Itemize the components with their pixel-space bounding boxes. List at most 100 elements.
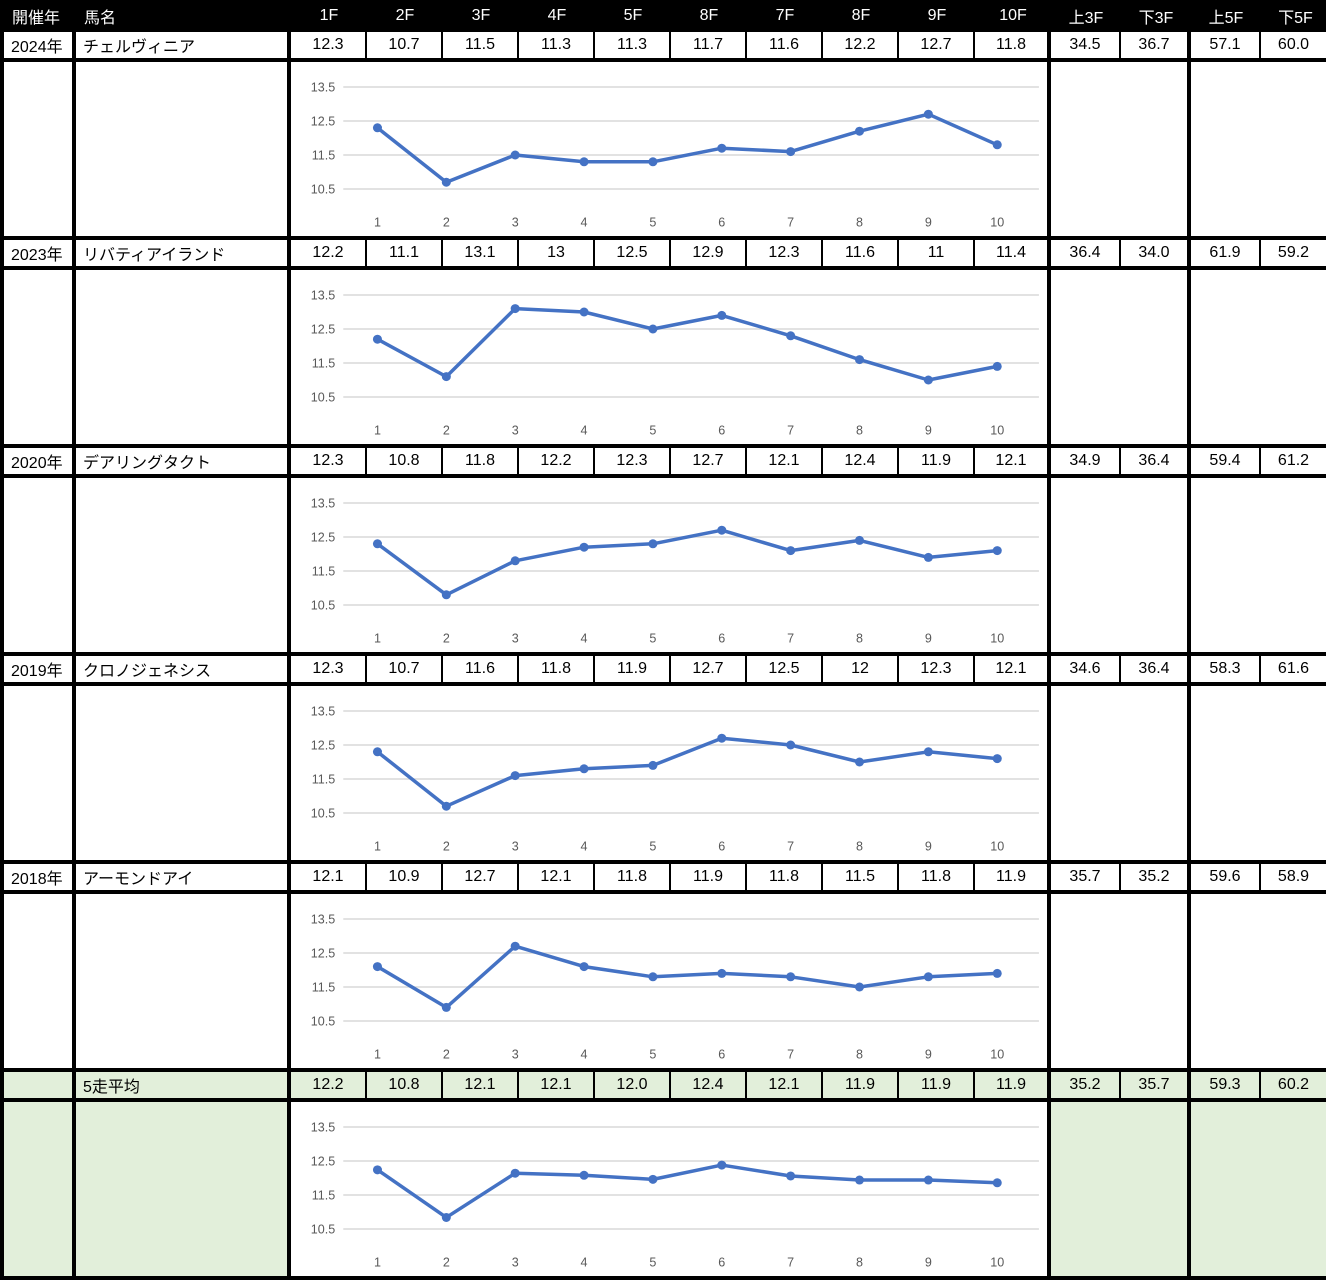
svg-text:12.5: 12.5 bbox=[311, 947, 335, 961]
lap-cell: 12.1 bbox=[747, 448, 823, 474]
svg-text:7: 7 bbox=[787, 632, 794, 646]
svg-text:12.5: 12.5 bbox=[311, 739, 335, 753]
svg-text:5: 5 bbox=[649, 840, 656, 854]
chart-container: 13.5 12.5 11.5 10.5 1 2 3 4 5 6 7 8 9 10 bbox=[291, 686, 1051, 860]
column-header: 1F bbox=[319, 7, 339, 24]
chart-row: 13.5 12.5 11.5 10.5 1 2 3 4 5 6 7 8 9 10 bbox=[4, 894, 1326, 1072]
svg-text:9: 9 bbox=[925, 1048, 932, 1062]
chart-row-year-spacer bbox=[4, 478, 76, 652]
svg-text:4: 4 bbox=[581, 1048, 588, 1062]
lap-cell: 12.2 bbox=[823, 32, 899, 58]
table-row-average: 5走平均 12.2 10.8 12.1 12.1 12.0 12.4 12.1 11.9 11.9… bbox=[4, 1072, 1326, 1102]
svg-text:2: 2 bbox=[443, 1256, 450, 1270]
table-row: 2024年 チェルヴィニア 12.3 10.7 11.5 11.3 11.3 11.7 11.6… bbox=[4, 32, 1326, 62]
lap-cell: 11.4 bbox=[975, 240, 1051, 266]
svg-text:8: 8 bbox=[856, 424, 863, 438]
svg-text:10.5: 10.5 bbox=[311, 599, 335, 613]
lap-cell: 12.2 bbox=[291, 1072, 367, 1098]
lap-cell: 11.9 bbox=[595, 656, 671, 682]
chart-row: 13.5 12.5 11.5 10.5 1 2 3 4 5 6 7 8 9 10 bbox=[4, 478, 1326, 656]
column-header: 3F bbox=[471, 7, 491, 24]
svg-text:8: 8 bbox=[856, 840, 863, 854]
lap-cell: 11.1 bbox=[367, 240, 443, 266]
lap-cell: 11.8 bbox=[519, 656, 595, 682]
lap-cell: 12.1 bbox=[291, 864, 367, 890]
svg-text:8: 8 bbox=[856, 632, 863, 646]
lap-cell: 11.6 bbox=[823, 240, 899, 266]
year-cell: 2019年 bbox=[4, 656, 76, 682]
summary-cell: 34.6 bbox=[1051, 656, 1121, 682]
svg-text:11.5: 11.5 bbox=[312, 1189, 336, 1203]
svg-text:2: 2 bbox=[443, 216, 450, 230]
column-header: 5F bbox=[623, 7, 643, 24]
svg-text:10: 10 bbox=[990, 424, 1004, 438]
lap-time-chart: 13.5 12.5 11.5 10.5 1 2 3 4 5 6 7 8 9 10 bbox=[311, 913, 1039, 1062]
lap-time-chart: 13.5 12.5 11.5 10.5 1 2 3 4 5 6 7 8 9 10 bbox=[311, 289, 1039, 438]
lap-time-chart: 13.5 12.5 11.5 10.5 1 2 3 4 5 6 7 8 9 10 bbox=[311, 1121, 1039, 1270]
svg-text:9: 9 bbox=[925, 840, 932, 854]
svg-text:2: 2 bbox=[443, 424, 450, 438]
column-header: 馬名 bbox=[84, 10, 117, 27]
column-header: 2F bbox=[395, 7, 415, 24]
chart-container: 13.5 12.5 11.5 10.5 1 2 3 4 5 6 7 8 9 10 bbox=[291, 62, 1051, 236]
summary-cell: 59.2 bbox=[1261, 240, 1326, 266]
summary-cell: 59.3 bbox=[1191, 1072, 1261, 1098]
lap-time-chart: 13.5 12.5 11.5 10.5 1 2 3 4 5 6 7 8 9 10 bbox=[311, 497, 1039, 646]
svg-text:13.5: 13.5 bbox=[311, 81, 335, 95]
year-cell: 2024年 bbox=[4, 32, 76, 58]
horse-name-cell: クロノジェネシス bbox=[76, 656, 291, 682]
chart-row-year-spacer bbox=[4, 894, 76, 1068]
lap-cell: 10.9 bbox=[367, 864, 443, 890]
lap-cell: 12.3 bbox=[747, 240, 823, 266]
chart-row-3f-spacer bbox=[1051, 894, 1191, 1068]
svg-text:1: 1 bbox=[374, 1048, 381, 1062]
lap-cell: 11.9 bbox=[671, 864, 747, 890]
svg-text:10: 10 bbox=[990, 1256, 1004, 1270]
chart-row-name-spacer bbox=[76, 686, 291, 860]
chart-container: 13.5 12.5 11.5 10.5 1 2 3 4 5 6 7 8 9 10 bbox=[291, 270, 1051, 444]
chart-row-year-spacer bbox=[4, 270, 76, 444]
svg-text:8: 8 bbox=[856, 1048, 863, 1062]
lap-cell: 12.4 bbox=[823, 448, 899, 474]
svg-text:2: 2 bbox=[443, 632, 450, 646]
chart-row-year-spacer bbox=[4, 686, 76, 860]
summary-cell: 35.7 bbox=[1051, 864, 1121, 890]
chart-row-5f-spacer bbox=[1191, 1102, 1326, 1276]
svg-text:11.5: 11.5 bbox=[312, 565, 336, 579]
table-body: 2024年 チェルヴィニア 12.3 10.7 11.5 11.3 11.3 11.7 11.6… bbox=[4, 32, 1326, 1280]
lap-cell: 10.8 bbox=[367, 1072, 443, 1098]
column-header: 8F bbox=[851, 7, 871, 24]
summary-cell: 34.0 bbox=[1121, 240, 1191, 266]
svg-text:9: 9 bbox=[925, 1256, 932, 1270]
year-cell: 2020年 bbox=[4, 448, 76, 474]
summary-cell: 57.1 bbox=[1191, 32, 1261, 58]
lap-cell: 11.9 bbox=[975, 864, 1051, 890]
svg-text:5: 5 bbox=[649, 424, 656, 438]
summary-cell: 58.3 bbox=[1191, 656, 1261, 682]
svg-text:12.5: 12.5 bbox=[311, 115, 335, 129]
horse-name-cell: リバティアイランド bbox=[76, 240, 291, 266]
svg-text:5: 5 bbox=[649, 1256, 656, 1270]
summary-cell: 36.4 bbox=[1121, 448, 1191, 474]
svg-text:2: 2 bbox=[443, 840, 450, 854]
summary-cell: 61.6 bbox=[1261, 656, 1326, 682]
chart-row-name-spacer bbox=[76, 62, 291, 236]
svg-text:1: 1 bbox=[374, 216, 381, 230]
svg-text:10.5: 10.5 bbox=[311, 391, 335, 405]
lap-cell: 12.1 bbox=[519, 1072, 595, 1098]
svg-text:6: 6 bbox=[718, 840, 725, 854]
svg-text:5: 5 bbox=[649, 1048, 656, 1062]
lap-cell: 11.9 bbox=[823, 1072, 899, 1098]
svg-text:8: 8 bbox=[856, 216, 863, 230]
svg-text:1: 1 bbox=[374, 840, 381, 854]
svg-text:11.5: 11.5 bbox=[312, 981, 336, 995]
svg-text:7: 7 bbox=[787, 216, 794, 230]
lap-cell: 11.3 bbox=[595, 32, 671, 58]
chart-row-5f-spacer bbox=[1191, 270, 1326, 444]
table-row: 2019年 クロノジェネシス 12.3 10.7 11.6 11.8 11.9 12.7 12.… bbox=[4, 656, 1326, 686]
horse-name-cell: チェルヴィニア bbox=[76, 32, 291, 58]
svg-text:1: 1 bbox=[374, 1256, 381, 1270]
lap-cell: 11.9 bbox=[899, 1072, 975, 1098]
chart-row-name-spacer bbox=[76, 894, 291, 1068]
lap-cell: 11.6 bbox=[443, 656, 519, 682]
